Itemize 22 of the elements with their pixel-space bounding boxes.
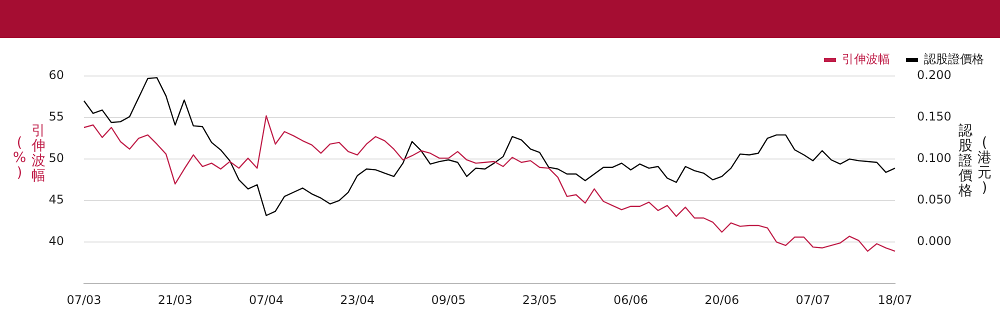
x-tick-label: 18/07	[878, 292, 912, 307]
y2-tick-label: 0.000	[917, 234, 952, 248]
x-tick-label: 09/05	[431, 292, 466, 307]
legend-label: 認股證價格	[924, 52, 984, 66]
legend-label: 引伸波幅	[842, 52, 890, 66]
x-tick-label: 23/04	[340, 292, 375, 307]
x-tick-label: 20/06	[704, 292, 740, 307]
y2-tick-label: 0.050	[917, 192, 952, 207]
x-tick-label: 07/03	[66, 292, 102, 307]
y2-tick-label: 0.200	[917, 68, 952, 82]
x-tick-label: 23/05	[522, 292, 557, 307]
y-tick-label: 60	[48, 68, 64, 82]
y-tick-label: 45	[48, 192, 64, 207]
x-tick-label: 06/06	[613, 292, 648, 307]
y2-tick-label: 0.100	[917, 151, 952, 166]
y2-tick-label: 0.150	[917, 110, 952, 124]
x-tick-label: 07/07	[796, 292, 830, 307]
x-tick-label: 07/04	[248, 292, 284, 307]
y-tick-label: 40	[48, 234, 64, 248]
x-tick-label: 21/03	[158, 292, 192, 307]
y-tick-label: 50	[48, 151, 64, 166]
y-tick-label: 55	[48, 110, 64, 124]
